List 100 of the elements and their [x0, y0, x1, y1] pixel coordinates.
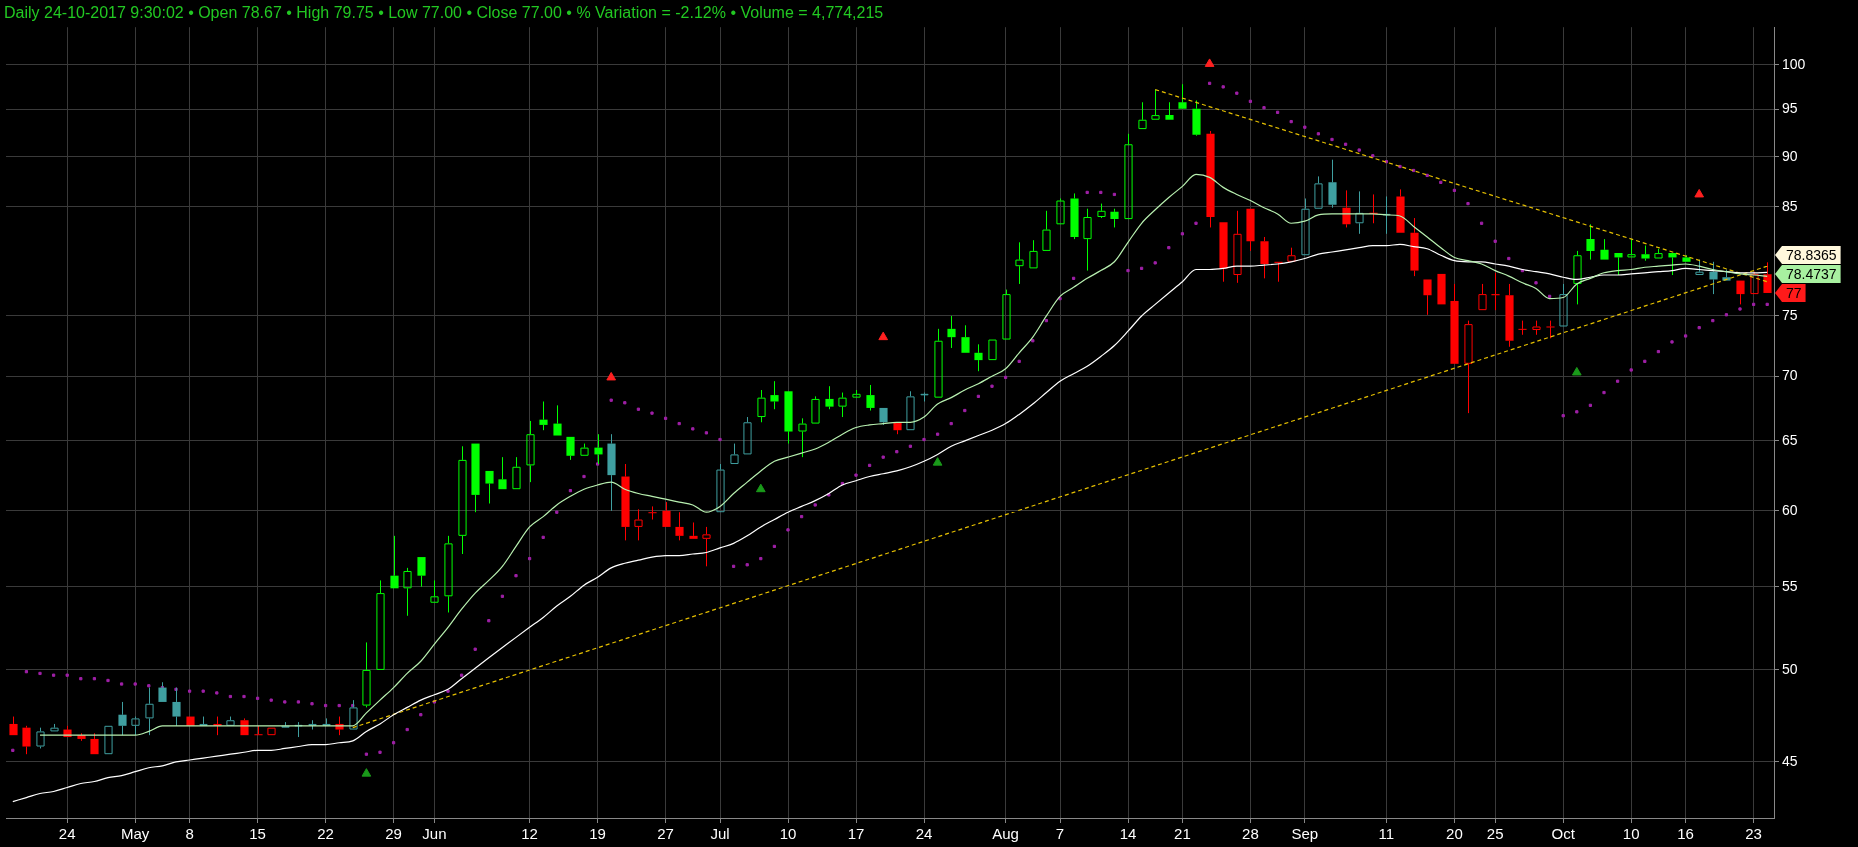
- candlestick: [254, 725, 263, 736]
- x-tick-label: 17: [847, 825, 865, 843]
- x-tick-label: 7: [1055, 825, 1065, 843]
- x-tick-label: 28: [1242, 825, 1259, 843]
- candlestick: [498, 456, 507, 490]
- candlestick: [526, 420, 535, 483]
- candlestick: [1641, 245, 1650, 262]
- x-tick-label: 8: [185, 825, 194, 843]
- candlestick: [1206, 130, 1215, 228]
- candlestick: [838, 392, 847, 418]
- candlestick: [566, 436, 575, 461]
- candlestick: [675, 511, 684, 541]
- candlestick: [961, 324, 970, 353]
- candlestick: [1410, 217, 1419, 277]
- candlestick: [1355, 190, 1364, 235]
- y-tick-label: 55: [1782, 577, 1798, 594]
- y-tick-label: 65: [1782, 431, 1798, 448]
- y-tick-label: 70: [1782, 367, 1798, 384]
- candlestick: [798, 417, 807, 458]
- point: [606, 371, 617, 381]
- candlestick: [458, 445, 467, 555]
- candlestick: [1165, 101, 1174, 120]
- candlestick: [866, 384, 875, 412]
- candlestick: [648, 505, 657, 521]
- candlestick: [1070, 192, 1079, 240]
- y-tick-label: 75: [1782, 306, 1798, 323]
- y-tick-label: 45: [1782, 752, 1798, 769]
- candlestick: [1029, 239, 1038, 269]
- x-tick-label: 27: [657, 825, 674, 843]
- x-tick-label: 24: [915, 825, 933, 843]
- x-tick-label: Sep: [1291, 825, 1319, 843]
- candlestick: [1450, 283, 1459, 364]
- candlestick: [1260, 236, 1269, 279]
- candlestick: [1546, 320, 1555, 339]
- point: [755, 483, 766, 493]
- candlestick: [240, 717, 249, 736]
- y-tick-label: 50: [1782, 660, 1798, 677]
- candlestick: [662, 501, 671, 527]
- candlestick: [634, 508, 643, 541]
- x-tick-label: 14: [1119, 825, 1137, 843]
- candlestick: [50, 723, 59, 732]
- candlestick: [1491, 272, 1500, 311]
- candlestick: [757, 389, 766, 423]
- candlestick: [403, 567, 412, 617]
- candlestick: [512, 456, 521, 490]
- x-tick-label: 19: [589, 825, 606, 843]
- candlestick: [1627, 238, 1636, 258]
- point: [932, 457, 943, 466]
- candlestick: [825, 385, 834, 410]
- x-tick-label: 15: [249, 825, 266, 843]
- candlestick: [621, 463, 630, 541]
- candlestick: [1763, 261, 1772, 293]
- text: 77: [1786, 284, 1802, 301]
- candlestick: [22, 725, 31, 755]
- x-tick-label: 21: [1174, 825, 1191, 843]
- x-tick-label: Oct: [1551, 825, 1576, 843]
- text: 78.4737: [1786, 265, 1837, 282]
- x-tick-label: 29: [385, 825, 402, 843]
- x-tick-label: Jul: [710, 825, 730, 843]
- x-tick-label: 11: [1378, 825, 1395, 843]
- candlestick: [1124, 133, 1133, 220]
- x-tick-label: 25: [1486, 825, 1504, 843]
- candlestick: [1110, 208, 1119, 228]
- x-tick-label: 23: [1745, 825, 1762, 843]
- x-tick-label: 20: [1446, 825, 1463, 843]
- candlestick: [1464, 320, 1473, 414]
- point: [1571, 366, 1582, 376]
- candlestick: [1505, 283, 1514, 348]
- candlestick: [1192, 99, 1201, 135]
- candlestick: [539, 400, 548, 431]
- candlestick: [770, 380, 779, 410]
- candlestick: [947, 315, 956, 349]
- candlestick: [1151, 89, 1160, 120]
- chart-title: Daily 24-10-2017 9:30:02 • Open 78.67 • High 79.75 • Low 77.00 • Close 77.00 • % Variation = -2.12% • Volume = 4,774,215: [4, 4, 884, 22]
- candlestick: [1083, 208, 1092, 272]
- x-tick-label: Jun: [422, 825, 447, 843]
- candlestick: [974, 343, 983, 372]
- candlestick: [390, 535, 399, 589]
- candlestick: [1178, 83, 1187, 109]
- candlestick: [1219, 222, 1228, 283]
- point: [1204, 58, 1215, 67]
- candlestick: [1314, 175, 1323, 209]
- candlestick: [1709, 261, 1718, 295]
- candlestick: [1015, 241, 1024, 285]
- candlestick: [1600, 238, 1609, 260]
- candlestick: [1559, 283, 1568, 327]
- candlestick: [417, 557, 426, 588]
- x-tick-label: 16: [1677, 825, 1694, 843]
- y-tick-label: 85: [1782, 197, 1798, 214]
- candlestick: [349, 699, 358, 730]
- candlestick: [906, 390, 915, 431]
- text: 78.8365: [1786, 246, 1837, 263]
- candlestick: [1301, 198, 1310, 256]
- point: [878, 331, 889, 341]
- candlestick: [730, 443, 739, 465]
- x-tick-label: 12: [521, 825, 538, 843]
- candlestick: [118, 701, 127, 736]
- candlestick: [689, 521, 698, 539]
- x-tick-label: 10: [1622, 825, 1640, 843]
- candlestick: [430, 579, 439, 603]
